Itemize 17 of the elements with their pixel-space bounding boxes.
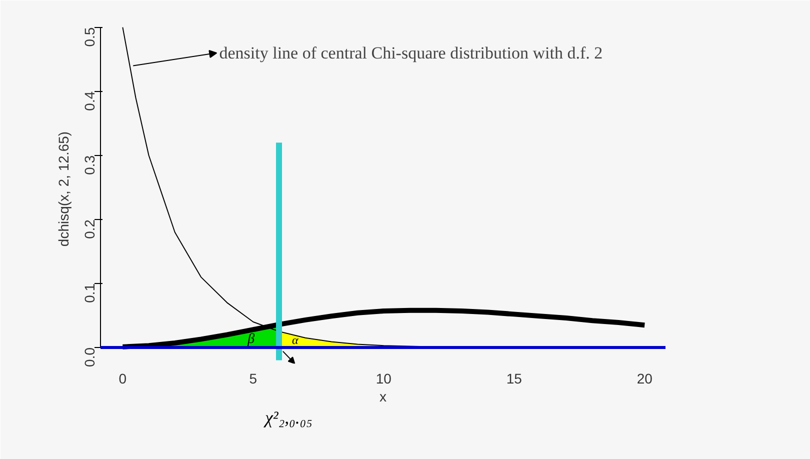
y-tick-label: 0.2 [82,219,98,239]
x-tick-label: 10 [376,370,392,386]
x-tick-label: 20 [636,370,653,386]
y-tick-label: 0.4 [82,91,98,111]
y-axis-title: dchisq(x, 2, 12.65) [56,131,72,247]
x-tick-label: 15 [506,370,522,386]
x-tick-label: 5 [249,370,258,386]
text: χ²₂,₀.₀₅ [263,408,312,428]
y-tick-label: 0.1 [82,283,98,303]
y-tick-label: 0.3 [82,155,98,175]
y-tick-label: 0.0 [82,347,98,367]
annotation: density line of central Chi-square distribution with d.f. 2 [219,43,603,62]
annotation: β [246,332,255,347]
annotation: α [292,332,300,347]
y-tick-label: 0.5 [82,27,98,47]
x-axis-title: x [380,388,386,404]
x-tick-label: 0 [118,370,127,386]
